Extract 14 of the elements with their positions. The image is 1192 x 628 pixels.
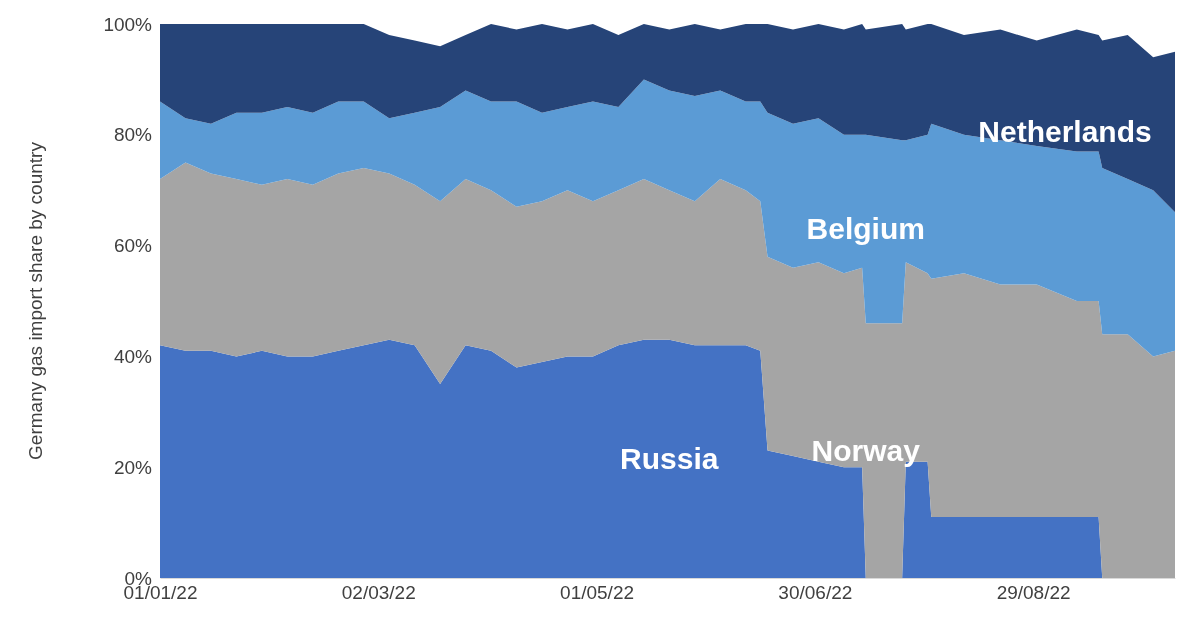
x-tick-label: 02/03/22 (341, 582, 416, 604)
x-tick-label: 30/06/22 (778, 582, 853, 604)
y-axis-title: Germany gas import share by country (25, 141, 46, 460)
y-tick-label: 60% (113, 235, 153, 257)
y-tick-label: 20% (113, 456, 153, 478)
x-tick-label: 01/05/22 (560, 582, 635, 604)
series-label: Netherlands (978, 115, 1152, 149)
series-label: Norway (811, 433, 921, 467)
y-tick-label: 80% (113, 124, 153, 146)
y-tick-label: 100% (103, 13, 153, 35)
y-tick-label: 40% (113, 345, 153, 367)
series-label: Russia (620, 441, 719, 475)
series-label: Belgium (806, 211, 925, 245)
x-tick-label: 29/08/22 (996, 582, 1071, 604)
